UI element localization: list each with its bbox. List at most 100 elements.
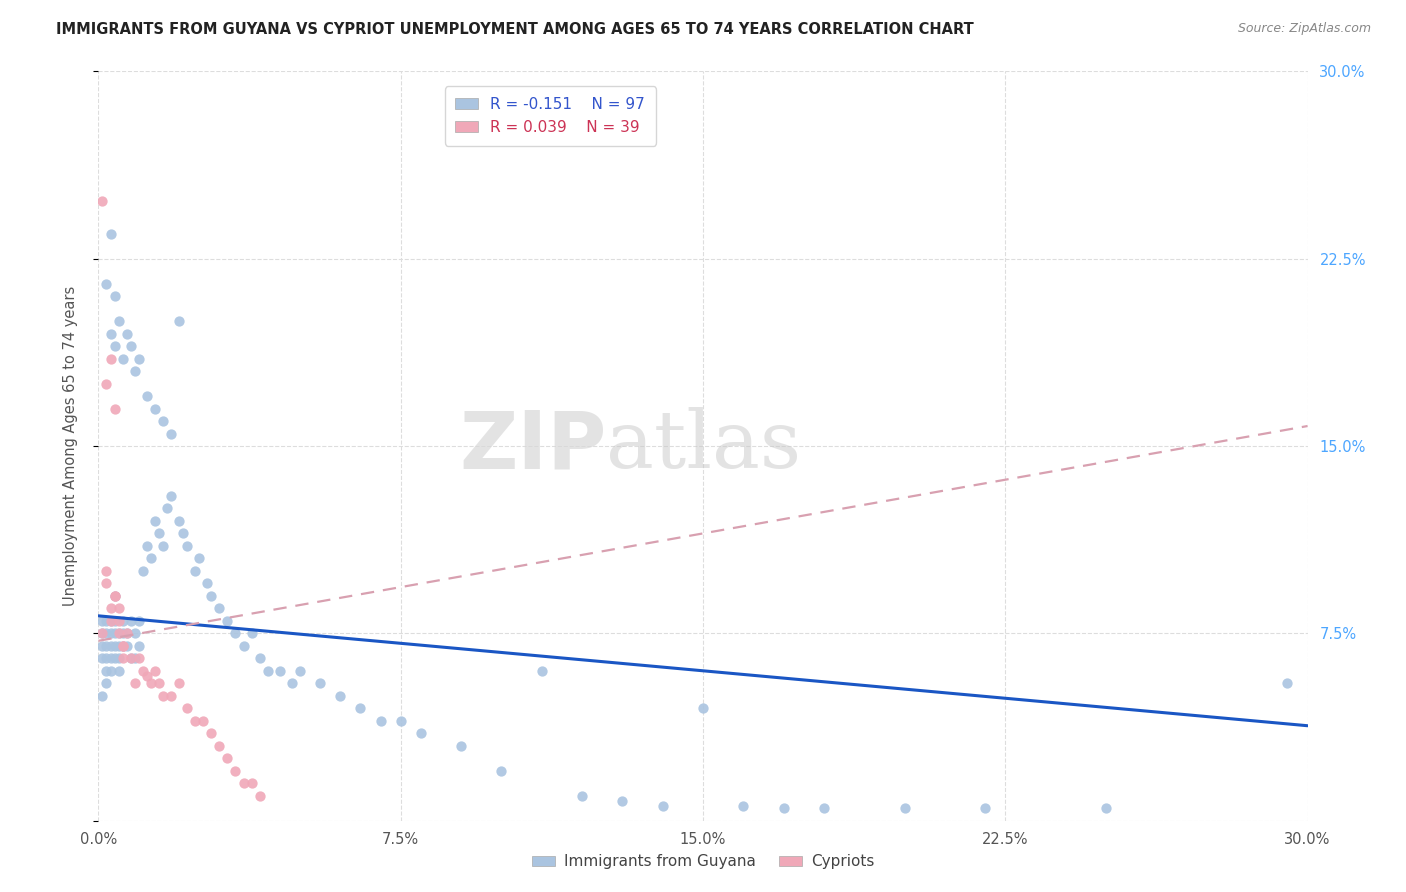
Point <box>135 669 157 683</box>
Point <box>100 326 122 341</box>
Point <box>409 726 432 740</box>
Point <box>143 664 166 678</box>
Point <box>120 651 142 665</box>
Point <box>96 376 118 391</box>
Point <box>103 289 125 303</box>
Point <box>143 514 166 528</box>
Point <box>124 676 146 690</box>
Point <box>152 539 174 553</box>
Point <box>772 801 794 815</box>
Point <box>269 664 291 678</box>
Point <box>103 639 125 653</box>
Point <box>184 564 207 578</box>
Point <box>200 726 222 740</box>
Point <box>128 614 150 628</box>
Point <box>103 401 125 416</box>
Point <box>148 676 170 690</box>
Point <box>1095 801 1118 815</box>
Point <box>217 751 239 765</box>
Point <box>103 589 125 603</box>
Point <box>100 614 122 628</box>
Point <box>96 576 118 591</box>
Point <box>974 801 997 815</box>
Point <box>103 614 125 628</box>
Point <box>176 539 198 553</box>
Point <box>115 626 138 640</box>
Point <box>96 664 118 678</box>
Point <box>139 551 162 566</box>
Y-axis label: Unemployment Among Ages 65 to 74 years: Unemployment Among Ages 65 to 74 years <box>63 285 77 607</box>
Point <box>100 651 122 665</box>
Point <box>208 739 231 753</box>
Point <box>329 689 352 703</box>
Point <box>152 414 174 428</box>
Point <box>91 639 114 653</box>
Point <box>148 526 170 541</box>
Point <box>172 526 194 541</box>
Text: IMMIGRANTS FROM GUYANA VS CYPRIOT UNEMPLOYMENT AMONG AGES 65 TO 74 YEARS CORRELA: IMMIGRANTS FROM GUYANA VS CYPRIOT UNEMPL… <box>56 22 974 37</box>
Point <box>139 676 162 690</box>
Point <box>893 801 915 815</box>
Point <box>128 351 150 366</box>
Point <box>281 676 304 690</box>
Text: Source: ZipAtlas.com: Source: ZipAtlas.com <box>1237 22 1371 36</box>
Point <box>491 764 513 778</box>
Point <box>152 689 174 703</box>
Point <box>349 701 371 715</box>
Point <box>103 626 125 640</box>
Point <box>156 501 179 516</box>
Point <box>91 651 114 665</box>
Point <box>193 714 215 728</box>
Point <box>96 614 118 628</box>
Point <box>389 714 412 728</box>
Point <box>224 764 246 778</box>
Point <box>96 277 118 291</box>
Point <box>249 789 271 803</box>
Point <box>103 651 125 665</box>
Point <box>91 626 114 640</box>
Point <box>370 714 392 728</box>
Legend: R = -0.151    N = 97, R = 0.039    N = 39: R = -0.151 N = 97, R = 0.039 N = 39 <box>444 87 657 145</box>
Point <box>100 664 122 678</box>
Point <box>96 564 118 578</box>
Point <box>692 701 714 715</box>
Point <box>107 314 129 328</box>
Point <box>256 664 278 678</box>
Point <box>100 639 122 653</box>
Point <box>107 626 129 640</box>
Point <box>96 626 118 640</box>
Point <box>240 776 263 790</box>
Point <box>107 639 129 653</box>
Point <box>96 639 118 653</box>
Point <box>107 601 129 615</box>
Point <box>651 798 673 813</box>
Point <box>813 801 835 815</box>
Point <box>135 539 157 553</box>
Point <box>160 426 183 441</box>
Point <box>115 639 138 653</box>
Point <box>188 551 211 566</box>
Point <box>103 339 125 353</box>
Point <box>232 776 254 790</box>
Point <box>309 676 332 690</box>
Point <box>288 664 311 678</box>
Point <box>111 651 134 665</box>
Point <box>160 689 183 703</box>
Point <box>103 589 125 603</box>
Point <box>160 489 183 503</box>
Point <box>530 664 553 678</box>
Text: ZIP: ZIP <box>458 407 606 485</box>
Point <box>120 651 142 665</box>
Point <box>100 614 122 628</box>
Point <box>200 589 222 603</box>
Point <box>107 626 129 640</box>
Point <box>224 626 246 640</box>
Point <box>111 614 134 628</box>
Point <box>120 339 142 353</box>
Point <box>167 514 190 528</box>
Point <box>571 789 593 803</box>
Point <box>128 639 150 653</box>
Point <box>1277 676 1299 690</box>
Point <box>195 576 218 591</box>
Point <box>107 614 129 628</box>
